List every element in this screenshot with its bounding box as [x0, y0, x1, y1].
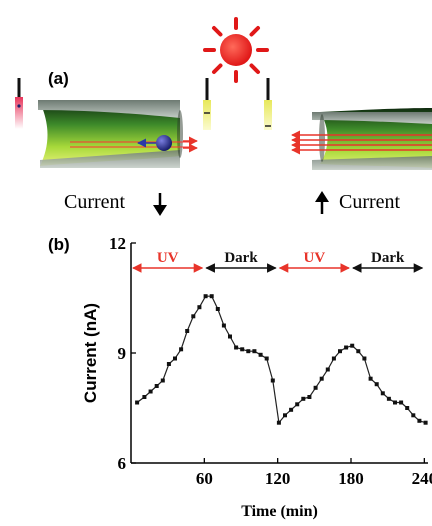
data-point [386, 396, 391, 401]
data-point [301, 396, 306, 401]
data-point [203, 294, 208, 299]
panel-a-label: (a) [48, 69, 69, 88]
data-point [423, 420, 428, 425]
data-point [148, 389, 153, 394]
y-axis-label: Current (nA) [81, 303, 100, 403]
nanochannel-left-icon [38, 100, 198, 168]
data-point [405, 406, 410, 410]
data-point [191, 314, 196, 319]
data-point [142, 395, 147, 399]
phase-label: Dark [224, 250, 258, 266]
particle-icon [156, 135, 172, 151]
data-point [234, 345, 239, 350]
current-right-label: Current [339, 191, 401, 213]
data-point [185, 329, 190, 333]
data-point [331, 356, 336, 361]
x-tick-label: 180 [338, 469, 364, 488]
data-point [209, 294, 214, 299]
phase-label: UV [157, 250, 179, 266]
current-left-label: Current [64, 191, 126, 213]
panel-b-label: (b) [48, 235, 70, 254]
data-point [417, 418, 422, 423]
data-point [215, 307, 220, 311]
x-tick-label: 120 [265, 469, 291, 488]
data-point [197, 305, 202, 310]
data-point [319, 376, 324, 381]
y-tick-label: 12 [109, 234, 126, 253]
panel-a: (a) [15, 17, 432, 216]
data-point [283, 413, 287, 418]
data-point [362, 356, 367, 361]
chart: Current (nA) Time (min) 6 9 12 60 120 180 240 U… [81, 234, 432, 520]
series-line [136, 295, 426, 425]
data-point [289, 407, 294, 412]
data-point [325, 367, 330, 372]
data-point [246, 349, 251, 354]
data-point [356, 349, 361, 354]
electrode-middle-left-icon [203, 78, 211, 130]
data-point [295, 402, 300, 407]
arrow-down-icon [153, 193, 167, 216]
x-axis-label: Time (min) [241, 503, 318, 520]
x-tick-label: 60 [196, 469, 213, 488]
data-point [380, 391, 385, 396]
data-point [393, 400, 397, 405]
data-point [221, 323, 226, 328]
data-point [344, 345, 349, 350]
data-point [252, 349, 257, 354]
data-point [154, 384, 159, 388]
x-tick-label: 240 [412, 469, 432, 488]
data-point [240, 347, 245, 352]
data-point [276, 420, 281, 425]
electrode-middle-right-icon [264, 78, 272, 130]
data-point [135, 400, 140, 405]
data-point [270, 378, 275, 383]
data-point [173, 356, 177, 361]
electrode-left-icon [15, 78, 23, 129]
phase-label: Dark [371, 250, 405, 266]
phase-label: UV [303, 250, 325, 266]
data-point [338, 349, 342, 354]
data-point [307, 395, 312, 399]
data-point [374, 382, 379, 387]
data-point [179, 347, 184, 352]
y-tick-label: 6 [118, 454, 127, 473]
data-point [368, 376, 373, 381]
data-point [399, 400, 404, 405]
nanochannel-right-icon [291, 108, 432, 170]
data-point [411, 413, 416, 418]
data-point [350, 343, 355, 348]
sun-icon [203, 17, 269, 83]
data-point [160, 378, 165, 383]
data-point [166, 362, 171, 366]
data-point [228, 334, 232, 339]
data-point [313, 385, 318, 390]
arrow-up-icon [315, 191, 329, 214]
y-tick-label: 9 [118, 344, 127, 363]
data-point [264, 356, 269, 361]
data-point [258, 352, 263, 357]
